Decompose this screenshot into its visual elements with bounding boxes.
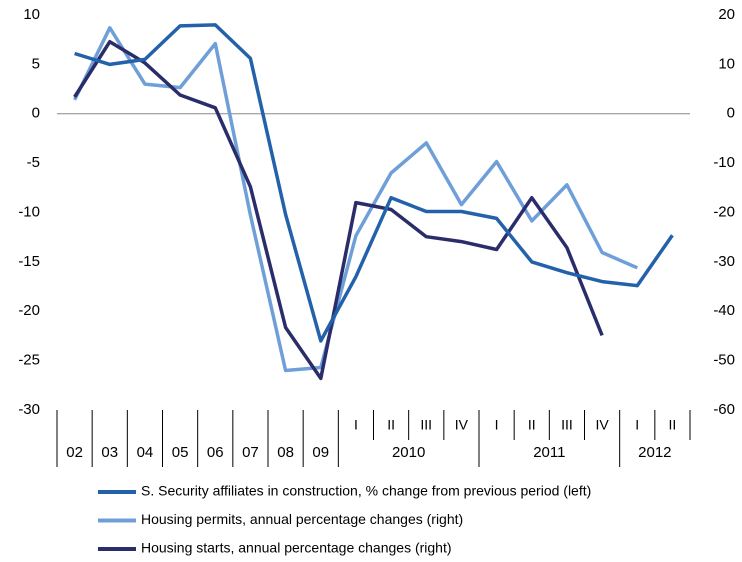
y2-tick-label: -40 [713, 302, 735, 319]
x-tick-label: 08 [277, 444, 294, 461]
x-tick-label: 05 [172, 444, 189, 461]
legend-label: Housing permits, annual percentage chang… [141, 511, 463, 527]
y-tick-label: -25 [18, 352, 40, 369]
x-tick-label: 03 [101, 444, 118, 461]
y-tick-label: -15 [18, 253, 40, 270]
x-tick-label: II [387, 417, 395, 433]
y-tick-label: -20 [18, 302, 40, 319]
y-tick-label: 10 [23, 6, 40, 23]
y2-tick-label: -20 [713, 203, 735, 220]
y-tick-label: -30 [18, 401, 40, 418]
series-line [73, 39, 604, 381]
y2-tick-label: -10 [713, 154, 735, 171]
x-tick-label: IV [455, 417, 469, 433]
y2-tick-label: -60 [713, 401, 735, 418]
y2-tick-label: -50 [713, 352, 735, 369]
y2-tick-label: 0 [727, 105, 735, 122]
x-tick-label: II [669, 417, 677, 433]
x-group-label: 2011 [533, 444, 565, 461]
y-tick-label: -5 [27, 154, 40, 171]
x-tick-label: I [495, 417, 499, 433]
x-tick-label: IV [595, 417, 609, 433]
x-tick-label: 02 [66, 444, 83, 461]
x-tick-label: I [354, 417, 358, 433]
legend-label: Housing starts, annual percentage change… [141, 540, 452, 556]
x-tick-label: 07 [242, 444, 259, 461]
x-tick-label: III [561, 417, 573, 433]
y-tick-label: 5 [32, 55, 40, 72]
x-tick-label: III [420, 417, 432, 433]
series-line [74, 23, 674, 343]
y2-tick-label: -30 [713, 253, 735, 270]
x-group-label: 2010 [392, 444, 425, 461]
y2-tick-label: 10 [718, 55, 735, 72]
x-tick-label: I [635, 417, 639, 433]
x-group-label: 2012 [638, 444, 671, 461]
x-tick-label: 04 [137, 444, 154, 461]
y-tick-label: -10 [18, 203, 40, 220]
x-tick-label: 09 [312, 444, 329, 461]
series-line [73, 26, 638, 373]
x-tick-label: II [528, 417, 536, 433]
y-tick-label: 0 [32, 105, 40, 122]
legend-label: S. Security affiliates in construction, … [141, 483, 591, 499]
y2-tick-label: 20 [718, 6, 735, 23]
x-tick-label: 06 [207, 444, 224, 461]
